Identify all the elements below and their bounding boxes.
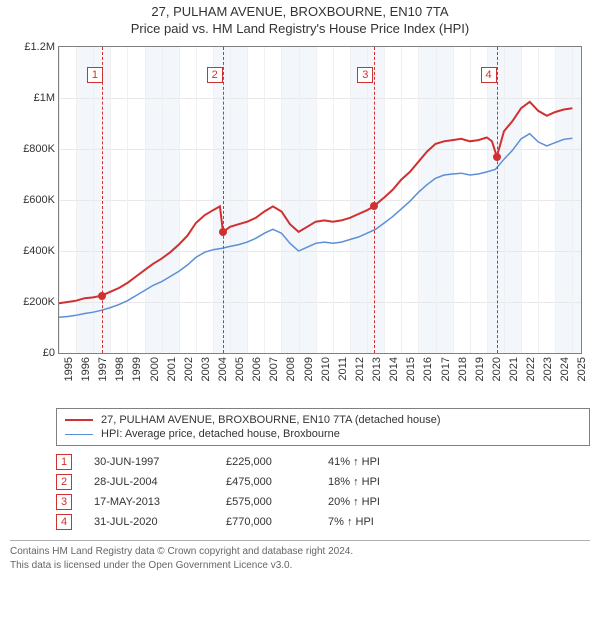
series-hpi <box>59 134 572 318</box>
x-tick-label: 2022 <box>525 357 537 381</box>
event-label: 1 <box>87 67 103 83</box>
y-tick-label: £600K <box>23 194 55 206</box>
titles: 27, PULHAM AVENUE, BROXBOURNE, EN10 7TA … <box>0 0 600 38</box>
sale-delta: 7% ↑ HPI <box>328 516 418 528</box>
x-tick-label: 2014 <box>388 357 400 381</box>
x-tick-label: 1997 <box>97 357 109 381</box>
x-tick-label: 2018 <box>457 357 469 381</box>
sale-row: 3 17-MAY-2013 £575,000 20% ↑ HPI <box>56 492 590 512</box>
footer-line1: Contains HM Land Registry data © Crown c… <box>10 545 590 559</box>
x-tick-label: 2001 <box>166 357 178 381</box>
sale-marker <box>219 228 227 236</box>
x-tick-label: 2025 <box>576 357 588 381</box>
legend-swatch <box>65 419 93 421</box>
x-tick-label: 2000 <box>149 357 161 381</box>
x-tick-label: 2020 <box>491 357 503 381</box>
sale-price: £475,000 <box>226 476 306 488</box>
title-subtitle: Price paid vs. HM Land Registry's House … <box>0 21 600 36</box>
x-tick-label: 2016 <box>422 357 434 381</box>
legend-row: HPI: Average price, detached house, Brox… <box>65 427 581 441</box>
y-tick-label: £800K <box>23 143 55 155</box>
sale-row: 4 31-JUL-2020 £770,000 7% ↑ HPI <box>56 512 590 532</box>
sale-number: 4 <box>56 514 72 530</box>
chart-container: 27, PULHAM AVENUE, BROXBOURNE, EN10 7TA … <box>0 0 600 620</box>
x-tick-label: 2019 <box>474 357 486 381</box>
event-label: 3 <box>357 67 373 83</box>
x-tick-label: 1996 <box>80 357 92 381</box>
sales-table: 1 30-JUN-1997 £225,000 41% ↑ HPI 2 28-JUL-200… <box>56 452 590 532</box>
plot-area: £0£200K£400K£600K£800K£1M£1.2M1995199619… <box>58 46 582 354</box>
y-tick-label: £200K <box>23 296 55 308</box>
x-tick-label: 2011 <box>337 357 349 381</box>
x-tick-label: 1995 <box>63 357 75 381</box>
event-vline <box>497 47 498 353</box>
legend-row: 27, PULHAM AVENUE, BROXBOURNE, EN10 7TA … <box>65 413 581 427</box>
sale-price: £575,000 <box>226 496 306 508</box>
x-tick-label: 2009 <box>303 357 315 381</box>
chart-area: £0 £200K £400K £600K £800K £1M £1.2M 1995 1996 19… <box>10 40 590 400</box>
sale-delta: 41% ↑ HPI <box>328 456 418 468</box>
x-tick-label: 2006 <box>251 357 263 381</box>
y-tick-label: £1M <box>34 92 55 104</box>
legend-label: HPI: Average price, detached house, Brox… <box>101 428 340 440</box>
sale-number: 1 <box>56 454 72 470</box>
y-tick-label: £0 <box>43 347 55 359</box>
footer: Contains HM Land Registry data © Crown c… <box>10 540 590 572</box>
x-tick-label: 1998 <box>114 357 126 381</box>
sale-marker <box>98 292 106 300</box>
x-tick-label: 2005 <box>234 357 246 381</box>
footer-line2: This data is licensed under the Open Gov… <box>10 559 590 573</box>
x-tick-label: 2012 <box>354 357 366 381</box>
sale-number: 2 <box>56 474 72 490</box>
x-tick-label: 2002 <box>183 357 195 381</box>
y-tick-label: £400K <box>23 245 55 257</box>
y-tick-label: £1.2M <box>24 41 55 53</box>
event-vline <box>374 47 375 353</box>
legend-swatch <box>65 434 93 435</box>
event-vline <box>102 47 103 353</box>
x-tick-label: 2024 <box>559 357 571 381</box>
title-address: 27, PULHAM AVENUE, BROXBOURNE, EN10 7TA <box>0 4 600 19</box>
x-tick-label: 2004 <box>217 357 229 381</box>
series-price_paid <box>59 102 572 303</box>
event-label: 2 <box>207 67 223 83</box>
sale-marker <box>493 153 501 161</box>
x-tick-label: 2013 <box>371 357 383 381</box>
x-tick-label: 2010 <box>320 357 332 381</box>
x-tick-label: 2017 <box>440 357 452 381</box>
x-tick-label: 1999 <box>131 357 143 381</box>
sale-delta: 20% ↑ HPI <box>328 496 418 508</box>
x-tick-label: 2007 <box>268 357 280 381</box>
sale-date: 17-MAY-2013 <box>94 496 204 508</box>
sale-number: 3 <box>56 494 72 510</box>
sale-date: 30-JUN-1997 <box>94 456 204 468</box>
x-tick-label: 2023 <box>542 357 554 381</box>
sale-row: 2 28-JUL-2004 £475,000 18% ↑ HPI <box>56 472 590 492</box>
x-tick-label: 2008 <box>285 357 297 381</box>
sale-row: 1 30-JUN-1997 £225,000 41% ↑ HPI <box>56 452 590 472</box>
legend: 27, PULHAM AVENUE, BROXBOURNE, EN10 7TA … <box>56 408 590 446</box>
sale-date: 28-JUL-2004 <box>94 476 204 488</box>
sale-price: £770,000 <box>226 516 306 528</box>
sale-marker <box>370 202 378 210</box>
x-tick-label: 2015 <box>405 357 417 381</box>
event-vline <box>223 47 224 353</box>
x-tick-label: 2021 <box>508 357 520 381</box>
x-tick-label: 2003 <box>200 357 212 381</box>
event-label: 4 <box>481 67 497 83</box>
sale-date: 31-JUL-2020 <box>94 516 204 528</box>
legend-label: 27, PULHAM AVENUE, BROXBOURNE, EN10 7TA … <box>101 414 441 426</box>
sale-delta: 18% ↑ HPI <box>328 476 418 488</box>
sale-price: £225,000 <box>226 456 306 468</box>
chart-svg <box>59 47 581 353</box>
